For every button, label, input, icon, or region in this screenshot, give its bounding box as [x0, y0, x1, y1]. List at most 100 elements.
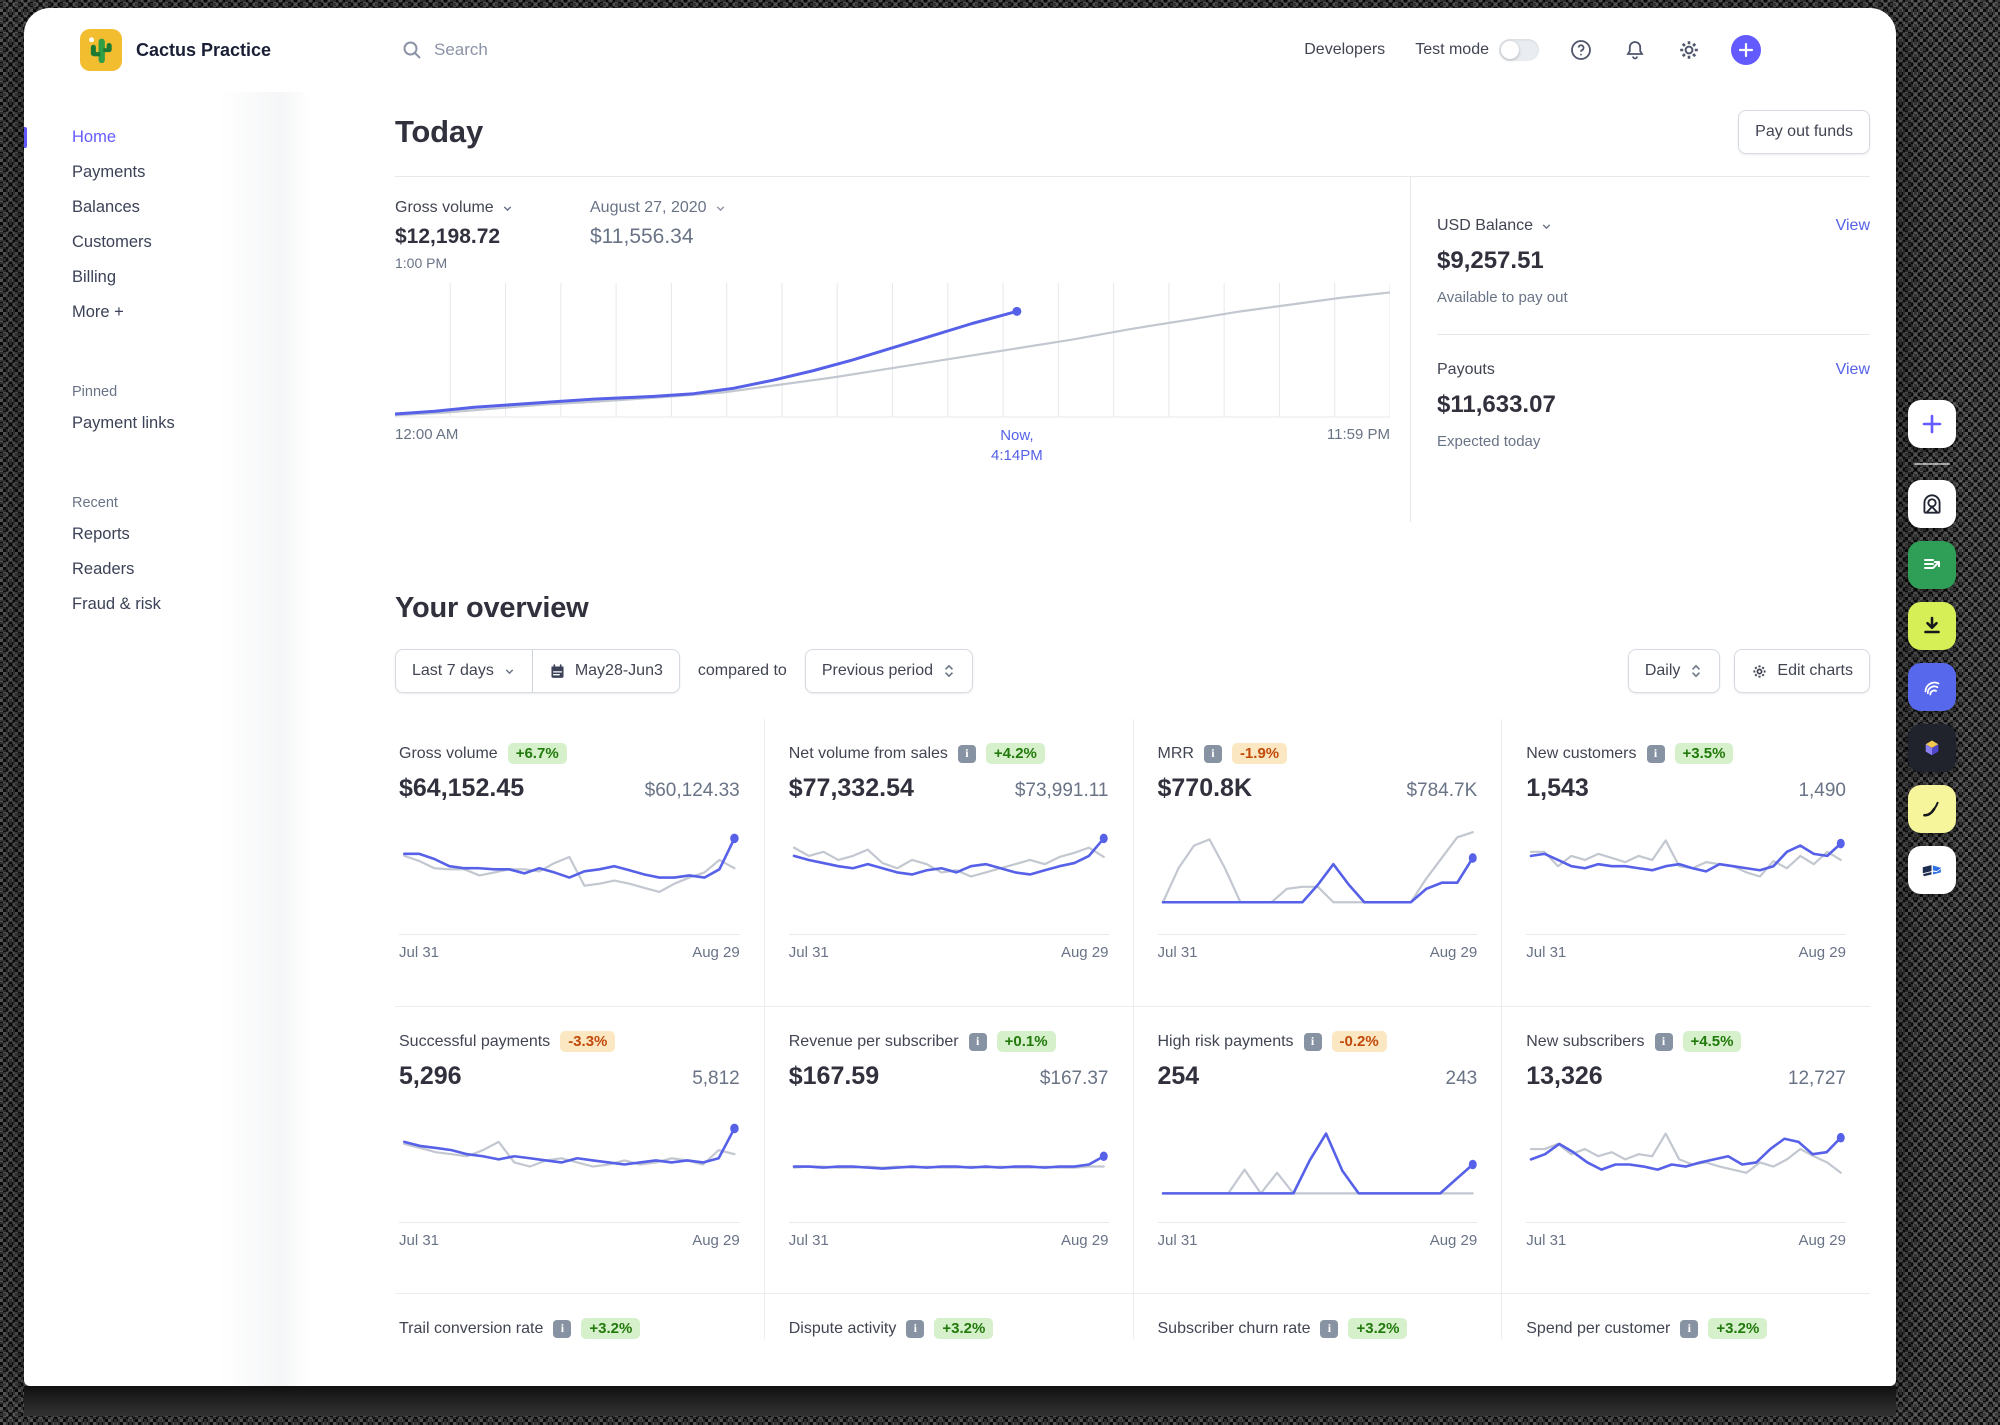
info-icon[interactable]: i	[1646, 744, 1665, 763]
sidebar-section-pinned: Pinned	[72, 384, 118, 400]
payouts-block: Payouts View $11,633.07 Expected today	[1437, 334, 1870, 478]
date-range-select[interactable]: Last 7 days	[395, 649, 533, 693]
compare-period-select[interactable]: Previous period	[804, 649, 973, 693]
payouts-view-link[interactable]: View	[1835, 361, 1870, 378]
payouts-value: $11,633.07	[1437, 391, 1556, 418]
info-icon[interactable]: i	[906, 1319, 925, 1338]
card-label: Spend per customer	[1526, 1319, 1671, 1337]
sidebar-item-more[interactable]: More +	[72, 303, 124, 321]
overview-grid: Gross volume i +6.7% $64,152.45 $60,124.…	[395, 719, 1870, 1339]
sparkline-chart	[788, 819, 1109, 935]
delta-badge: +4.5%	[1682, 1031, 1742, 1052]
rail-arch-logo-icon[interactable]	[1908, 480, 1956, 528]
info-icon[interactable]: i	[1680, 1319, 1699, 1338]
pay-out-funds-button[interactable]: Pay out funds	[1738, 110, 1870, 154]
sidebar-item-readers[interactable]: Readers	[72, 560, 135, 578]
card-value: 5,296	[399, 1062, 462, 1090]
card-prev-value: $73,991.11	[1014, 780, 1109, 801]
sidebar-item-balances[interactable]: Balances	[72, 198, 140, 216]
gross-volume-panel: Gross volume $12,198.72 1:00 PM August 2…	[395, 177, 1410, 522]
sidebar-item-payment-links[interactable]: Payment links	[72, 414, 175, 432]
card-label: Trail conversion rate	[399, 1319, 544, 1337]
card-prev-value: $784.7K	[1406, 780, 1478, 801]
info-icon[interactable]: i	[1320, 1319, 1339, 1338]
card-label: Gross volume	[399, 744, 498, 762]
info-icon[interactable]: i	[957, 744, 976, 763]
gross-volume-x-axis: 12:00 AM Now, 4:14PM 11:59 PM	[395, 426, 1390, 474]
sparkline-chart	[1157, 1107, 1478, 1223]
info-icon[interactable]: i	[1303, 1032, 1322, 1051]
sidebar: Home Payments Balances Customers Billing…	[24, 92, 310, 1386]
sidebar-item-home[interactable]: Home	[24, 120, 310, 155]
card-label: MRR	[1157, 744, 1194, 762]
gross-volume-selector[interactable]: Gross volume	[395, 199, 590, 217]
info-icon[interactable]: i	[968, 1032, 987, 1051]
toggle-knob	[1501, 41, 1519, 59]
rail-sheet-export-icon[interactable]	[1908, 541, 1956, 589]
sidebar-item-customers[interactable]: Customers	[72, 233, 152, 251]
sidebar-item-reports[interactable]: Reports	[72, 525, 130, 543]
card-value: $167.59	[788, 1062, 880, 1090]
main-content: Today Pay out funds Gross volume $12,198…	[310, 92, 1896, 1386]
rail-shipping-logo-icon[interactable]	[1908, 846, 1956, 894]
rail-divider	[1914, 463, 1950, 465]
card-prev-value: 243	[1445, 1068, 1478, 1089]
metric-card-dispute-activity: Dispute activity i +3.2%	[763, 1293, 1133, 1339]
info-icon[interactable]: i	[1654, 1032, 1673, 1051]
chevron-down-icon	[716, 205, 724, 211]
test-mode-toggle[interactable]	[1499, 39, 1539, 61]
rail-add-button[interactable]	[1908, 400, 1956, 448]
compared-to-label: compared to	[697, 662, 787, 679]
settings-gear-icon[interactable]	[1677, 38, 1701, 62]
delta-badge: +4.2%	[985, 743, 1045, 764]
help-icon[interactable]	[1569, 38, 1593, 62]
delta-badge: +3.2%	[1348, 1318, 1408, 1339]
delta-badge: +3.2%	[934, 1318, 994, 1339]
card-label: Successful payments	[399, 1032, 551, 1050]
brand[interactable]: Cactus Practice	[80, 29, 400, 71]
rail-cube-icon[interactable]	[1908, 724, 1956, 772]
edit-charts-button[interactable]: Edit charts	[1734, 649, 1870, 693]
usd-balance-value: $9,257.51	[1437, 247, 1544, 274]
card-prev-value: $167.37	[1039, 1068, 1109, 1089]
sidebar-item-billing[interactable]: Billing	[72, 268, 117, 286]
gross-volume-time: 1:00 PM	[395, 255, 448, 271]
metric-card-net-volume: Net volume from sales i +4.2% $77,332.54…	[763, 719, 1133, 1006]
test-mode-control: Test mode	[1415, 39, 1539, 61]
developers-link[interactable]: Developers	[1304, 41, 1386, 58]
metric-card-trail-conversion-rate: Trail conversion rate i +3.2%	[395, 1293, 764, 1339]
gross-volume-label: Gross volume	[395, 199, 494, 216]
sparkline-chart	[399, 819, 740, 935]
create-button[interactable]	[1731, 35, 1761, 65]
search-input[interactable]	[434, 40, 734, 60]
chevron-down-icon	[503, 205, 511, 211]
cactus-logo-icon	[80, 29, 122, 71]
sidebar-item-fraud-risk[interactable]: Fraud & risk	[72, 595, 161, 613]
search-bar[interactable]	[400, 38, 1304, 62]
card-label: Revenue per subscriber	[788, 1032, 959, 1050]
search-icon	[403, 41, 421, 59]
plus-icon	[1922, 414, 1942, 434]
usd-balance-label: USD Balance	[1437, 217, 1534, 234]
card-prev-value: 12,727	[1787, 1068, 1846, 1089]
metric-card-new-subscribers: New subscribers i +4.5% 13,326 12,727 Ju…	[1501, 1006, 1870, 1293]
rail-download-icon[interactable]	[1908, 602, 1956, 650]
card-prev-value: $60,124.33	[644, 780, 740, 801]
delta-badge: -3.3%	[560, 1031, 616, 1052]
granularity-select[interactable]: Daily	[1627, 649, 1721, 693]
rail-fingerprint-icon[interactable]	[1908, 663, 1956, 711]
date-range-picker[interactable]: May28-Jun3	[532, 649, 680, 693]
usd-balance-view-link[interactable]: View	[1835, 217, 1870, 234]
rail-swoosh-icon[interactable]	[1908, 785, 1956, 833]
compare-date-label: August 27, 2020	[590, 199, 707, 216]
compare-date-selector[interactable]: August 27, 2020	[590, 199, 727, 217]
card-label: New customers	[1526, 744, 1637, 762]
info-icon[interactable]: i	[553, 1319, 572, 1338]
sidebar-item-payments[interactable]: Payments	[72, 163, 146, 181]
usd-balance-block: USD Balance View $9,257.51 Available to …	[1437, 217, 1870, 334]
notifications-bell-icon[interactable]	[1623, 38, 1647, 62]
extensions-rail	[1908, 400, 1956, 894]
usd-balance-selector[interactable]: USD Balance	[1437, 217, 1553, 235]
x-label-end: 11:59 PM	[1326, 426, 1390, 443]
info-icon[interactable]: i	[1203, 744, 1222, 763]
